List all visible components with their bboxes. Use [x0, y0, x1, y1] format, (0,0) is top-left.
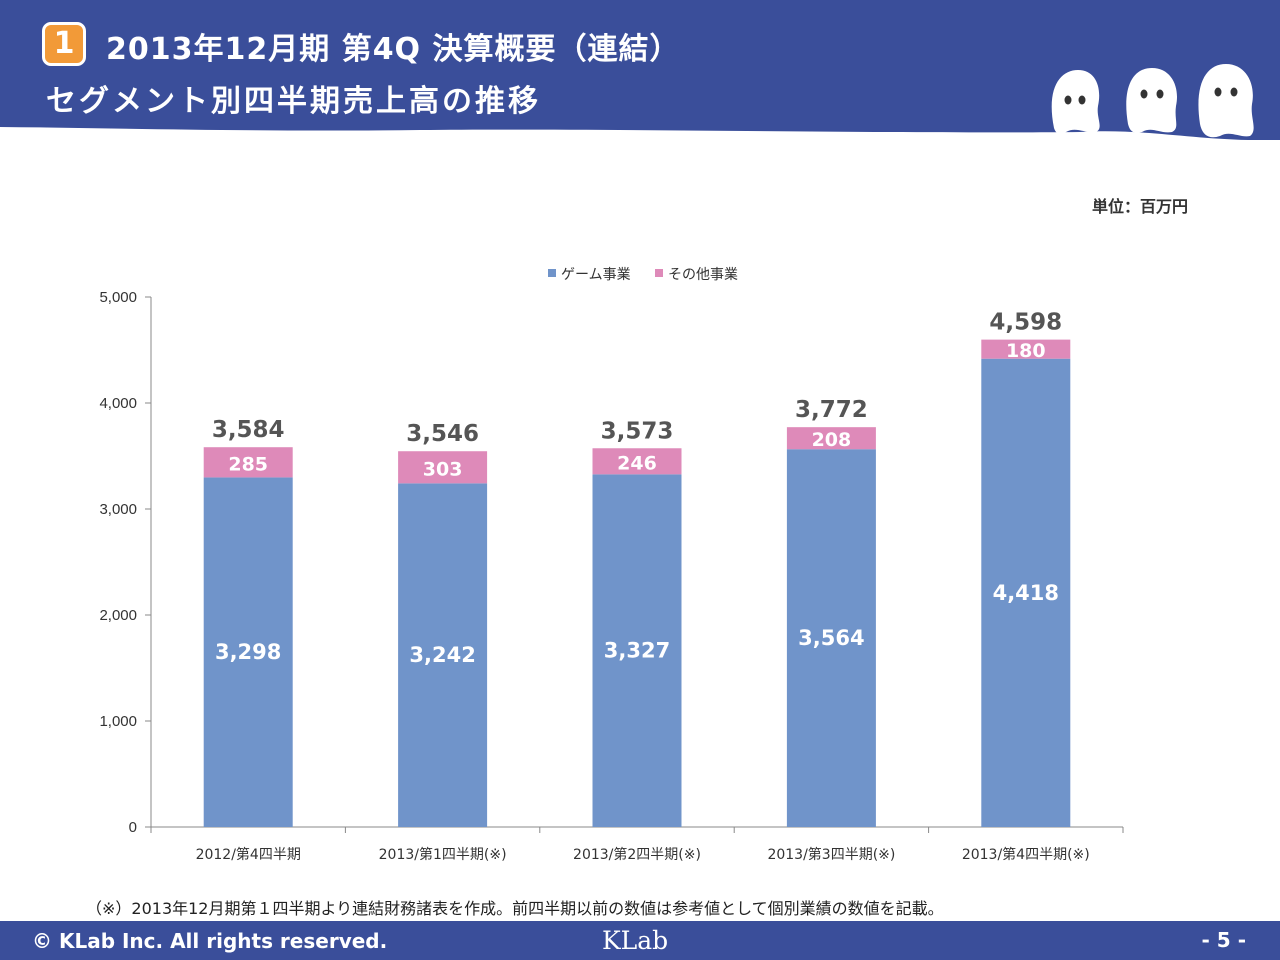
- bar-game-segment: [203, 477, 293, 827]
- data-label-total: 3,772: [795, 397, 868, 423]
- data-label-other: 208: [812, 429, 852, 451]
- bar-game-segment: [592, 474, 682, 827]
- x-tick-label: 2013/第1四半期(※): [379, 846, 507, 863]
- data-label-other: 285: [228, 453, 268, 475]
- bar-game-segment: [786, 449, 876, 827]
- data-label-total: 3,584: [212, 417, 285, 443]
- copyright-text: © KLab Inc. All rights reserved.: [32, 929, 388, 953]
- page-number: - 5 -: [1201, 928, 1246, 952]
- footnote: （※）2013年12月期第１四半期より連結財務諸表を作成。前四半期以前の数値は参…: [86, 899, 944, 918]
- ghost-mascot-icon: [1051, 64, 1254, 138]
- segment-revenue-chart: 0 1,000 2,000 3,000 4,000 5,000 3,298 285 3,584 2…: [99, 267, 1124, 863]
- header-background: [0, 0, 1280, 140]
- bar-other-segment: [592, 448, 682, 475]
- x-tick-label: 2013/第3四半期(※): [767, 846, 895, 863]
- page-subtitle: セグメント別四半期売上高の推移: [46, 84, 541, 119]
- klab-logo: KLab: [602, 926, 669, 955]
- data-label-total: 3,546: [406, 421, 479, 447]
- data-label-other: 246: [617, 452, 657, 474]
- y-tick-label: 2,000: [99, 607, 137, 624]
- y-tick-label: 5,000: [99, 289, 137, 306]
- bar-other-segment: [398, 451, 488, 484]
- bar-game-segment: [398, 483, 488, 827]
- data-label-game: 3,564: [798, 626, 864, 650]
- bar-other-segment: [981, 339, 1071, 359]
- y-tick-label: 1,000: [99, 713, 137, 730]
- data-label-game: 3,298: [215, 640, 281, 664]
- data-label-total: 4,598: [989, 310, 1062, 336]
- legend-label-other: その他事業: [668, 267, 738, 283]
- legend-label-game: ゲーム事業: [561, 267, 631, 283]
- data-label-game: 4,418: [993, 581, 1059, 605]
- data-label-total: 3,573: [601, 418, 674, 444]
- x-tick-label: 2013/第2四半期(※): [573, 846, 701, 863]
- y-tick-label: 3,000: [99, 501, 137, 518]
- data-label-other: 180: [1006, 340, 1046, 362]
- y-tick-label: 0: [129, 819, 137, 836]
- y-tick-label: 4,000: [99, 395, 137, 412]
- x-tick-label: 2013/第4四半期(※): [962, 846, 1090, 863]
- legend-swatch-other: [655, 269, 663, 277]
- header-band: [0, 0, 1280, 140]
- legend-swatch-game: [548, 269, 556, 277]
- data-label-other: 303: [423, 458, 463, 480]
- bar-other-segment: [203, 447, 293, 478]
- page-title: 2013年12月期 第4Q 決算概要（連結）: [106, 32, 681, 67]
- section-number-badge: 1: [42, 22, 86, 66]
- unit-label: 単位：百万円: [1092, 197, 1189, 216]
- x-tick-label: 2012/第4四半期: [196, 846, 301, 863]
- bar-game-segment: [981, 358, 1071, 827]
- data-label-game: 3,327: [604, 639, 670, 663]
- footer: © KLab Inc. All rights reserved. KLab - …: [0, 921, 1280, 960]
- bar-other-segment: [786, 427, 876, 450]
- data-label-game: 3,242: [409, 643, 475, 667]
